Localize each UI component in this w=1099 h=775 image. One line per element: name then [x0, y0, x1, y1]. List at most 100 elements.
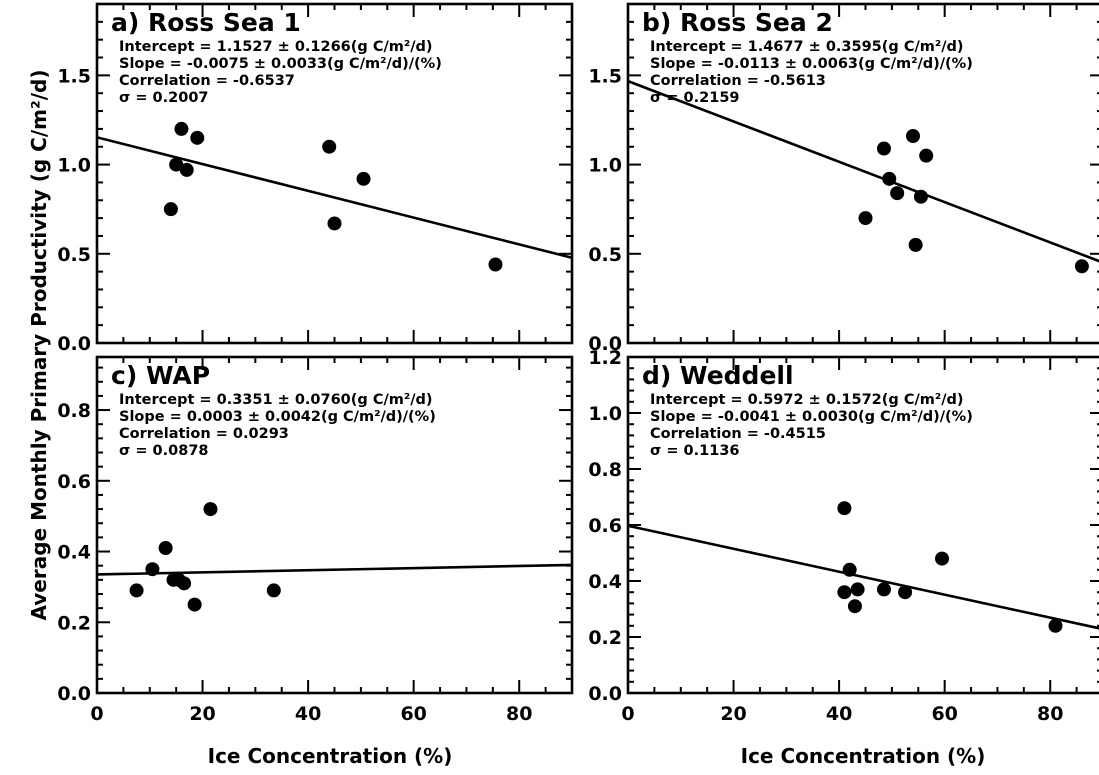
y-tick-label: 1.5 [588, 65, 622, 87]
data-point [837, 585, 852, 600]
y-tick-label: 0.4 [588, 571, 622, 593]
fit-annotation: σ = 0.2159 [650, 90, 740, 106]
panel-title: c) WAP [111, 361, 210, 390]
data-point [837, 501, 852, 516]
y-tick-label: 0.6 [57, 471, 91, 493]
chart-panel-4: 0.0 0.2 0.4 0.6 0.8 1.0 1.2 0 20 40 60 80 d) Weddell… [588, 347, 1099, 725]
fit-annotation: σ = 0.0878 [119, 443, 209, 459]
panel-title: b) Ross Sea 2 [642, 8, 833, 37]
data-point [488, 257, 503, 272]
fit-annotation: Correlation = 0.0293 [119, 426, 289, 442]
y-tick-label: 0.2 [588, 627, 622, 649]
data-point [145, 562, 160, 577]
data-point [882, 171, 897, 186]
x-tick-label: 20 [189, 703, 215, 725]
x-tick-label: 40 [295, 703, 321, 725]
y-tick-label: 0.8 [588, 459, 622, 481]
fit-annotation: σ = 0.1136 [650, 443, 740, 459]
x-tick-label: 60 [931, 703, 957, 725]
x-tick-label: 80 [1037, 703, 1063, 725]
y-tick-label: 1.2 [588, 347, 622, 369]
chart-panel-2: 0.0 0.5 1.0 1.5 b) Ross Sea 2 Intercept = 1.4… [588, 2, 1099, 355]
plot-area [628, 501, 1099, 633]
data-point [919, 148, 934, 163]
data-point [163, 202, 178, 217]
y-tick-label: 1.0 [57, 155, 91, 177]
fit-annotation: Slope = -0.0041 ± 0.0030(g C/m²/d)/(%) [650, 409, 973, 425]
y-tick-label: 0.6 [588, 515, 622, 537]
y-tick-label: 1.0 [588, 403, 622, 425]
data-point [356, 171, 371, 186]
data-point [322, 139, 337, 154]
data-point [158, 540, 173, 555]
y-tick-label: 0.5 [588, 244, 622, 266]
data-point [190, 130, 205, 145]
data-point [858, 211, 873, 226]
fit-annotation: Slope = -0.0113 ± 0.0063(g C/m²/d)/(%) [650, 56, 973, 72]
data-point [179, 162, 194, 177]
data-point [913, 189, 928, 204]
fit-line [97, 563, 572, 576]
x-tick-label: 0 [621, 703, 634, 725]
fit-annotation: Intercept = 0.3351 ± 0.0760(g C/m²/d) [119, 392, 433, 408]
y-tick-label: 0.2 [57, 612, 91, 634]
data-point [327, 216, 342, 231]
data-point [850, 582, 865, 597]
x-axis-label-left: Ice Concentration (%) [208, 744, 453, 768]
panels: 0.0 0.5 1.0 1.5 a) Ross Sea 1 Intercept = 1.1… [57, 2, 1099, 725]
x-tick-label: 60 [400, 703, 426, 725]
fit-line [628, 524, 1099, 630]
data-point [906, 129, 920, 144]
panel-title: a) Ross Sea 1 [111, 8, 301, 37]
y-tick-label: 1.0 [588, 155, 622, 177]
fit-line [97, 136, 572, 260]
y-tick-label: 0.0 [57, 333, 91, 355]
y-tick-label: 0.8 [57, 400, 91, 422]
x-axis-label-right: Ice Concentration (%) [741, 744, 986, 768]
fit-annotation: Correlation = -0.4515 [650, 426, 826, 442]
plot-area [628, 79, 1099, 274]
fit-annotation: Intercept = 1.4677 ± 0.3595(g C/m²/d) [650, 39, 964, 55]
data-point [1074, 259, 1089, 274]
y-tick-label: 0.0 [588, 683, 622, 705]
data-point [898, 585, 913, 600]
fit-annotation: Intercept = 0.5972 ± 0.1572(g C/m²/d) [650, 392, 964, 408]
data-point [890, 186, 905, 201]
x-tick-label: 0 [90, 703, 103, 725]
plot-area [97, 502, 572, 612]
data-point [935, 551, 950, 566]
data-point [187, 597, 202, 612]
data-point [266, 583, 281, 598]
panel-title: d) Weddell [642, 361, 794, 390]
data-point [203, 502, 218, 517]
fit-annotation: Slope = 0.0003 ± 0.0042(g C/m²/d)/(%) [119, 409, 436, 425]
data-point [876, 582, 891, 597]
data-point [129, 583, 144, 598]
data-point [174, 121, 189, 136]
y-tick-label: 0.5 [57, 244, 91, 266]
fit-annotation: Slope = -0.0075 ± 0.0033(g C/m²/d)/(%) [119, 56, 442, 72]
fit-annotation: Intercept = 1.1527 ± 0.1266(g C/m²/d) [119, 39, 433, 55]
fit-annotation: Correlation = -0.6537 [119, 73, 295, 89]
x-tick-label: 40 [826, 703, 852, 725]
data-point [842, 562, 857, 577]
y-tick-label: 0.0 [57, 683, 91, 705]
fit-annotation: Correlation = -0.5613 [650, 73, 826, 89]
data-point [177, 576, 192, 591]
y-axis-label: Average Monthly Primary Productivity (g … [27, 70, 51, 621]
data-point [876, 141, 891, 156]
chart-panel-3: 0.0 0.2 0.4 0.6 0.8 0 20 40 60 80 c) WAP Intercept … [57, 355, 574, 725]
data-point [169, 157, 184, 172]
y-tick-label: 0.0 [588, 333, 622, 355]
data-point [847, 599, 862, 614]
y-tick-label: 0.4 [57, 542, 91, 564]
data-point [908, 237, 923, 252]
x-tick-label: 20 [720, 703, 746, 725]
y-tick-label: 1.5 [57, 65, 91, 87]
data-point [1048, 618, 1063, 633]
x-tick-label: 80 [506, 703, 532, 725]
fit-annotation: σ = 0.2007 [119, 90, 209, 106]
chart-panel-1: 0.0 0.5 1.0 1.5 a) Ross Sea 1 Intercept = 1.1… [57, 2, 574, 355]
fit-line [628, 79, 1099, 263]
